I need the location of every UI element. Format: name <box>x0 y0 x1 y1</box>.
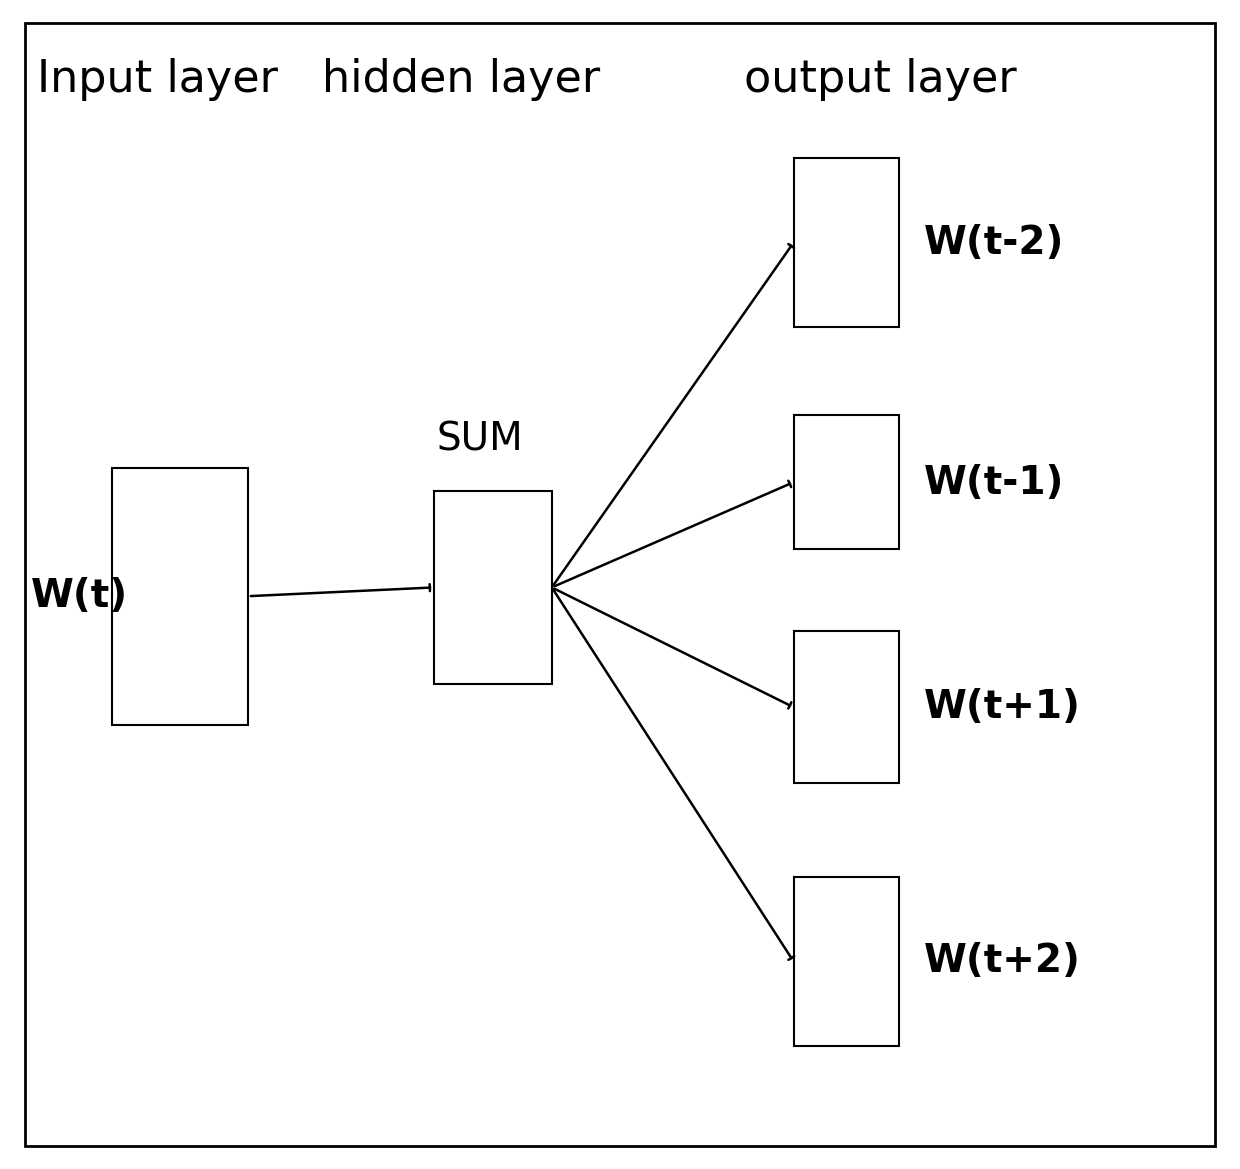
Bar <box>112 468 248 725</box>
Bar <box>794 631 899 783</box>
Text: W(t+1): W(t+1) <box>924 689 1081 726</box>
Bar <box>794 415 899 549</box>
Text: hidden layer: hidden layer <box>322 58 600 102</box>
Text: W(t): W(t) <box>31 577 128 615</box>
Bar <box>794 877 899 1046</box>
Text: output layer: output layer <box>744 58 1017 102</box>
Text: W(t-1): W(t-1) <box>924 464 1064 502</box>
Bar <box>434 491 552 684</box>
Text: W(t+2): W(t+2) <box>924 942 1081 980</box>
Text: SUM: SUM <box>436 420 523 458</box>
Text: Input layer: Input layer <box>37 58 278 102</box>
Text: W(t-2): W(t-2) <box>924 224 1064 262</box>
Bar <box>794 158 899 327</box>
